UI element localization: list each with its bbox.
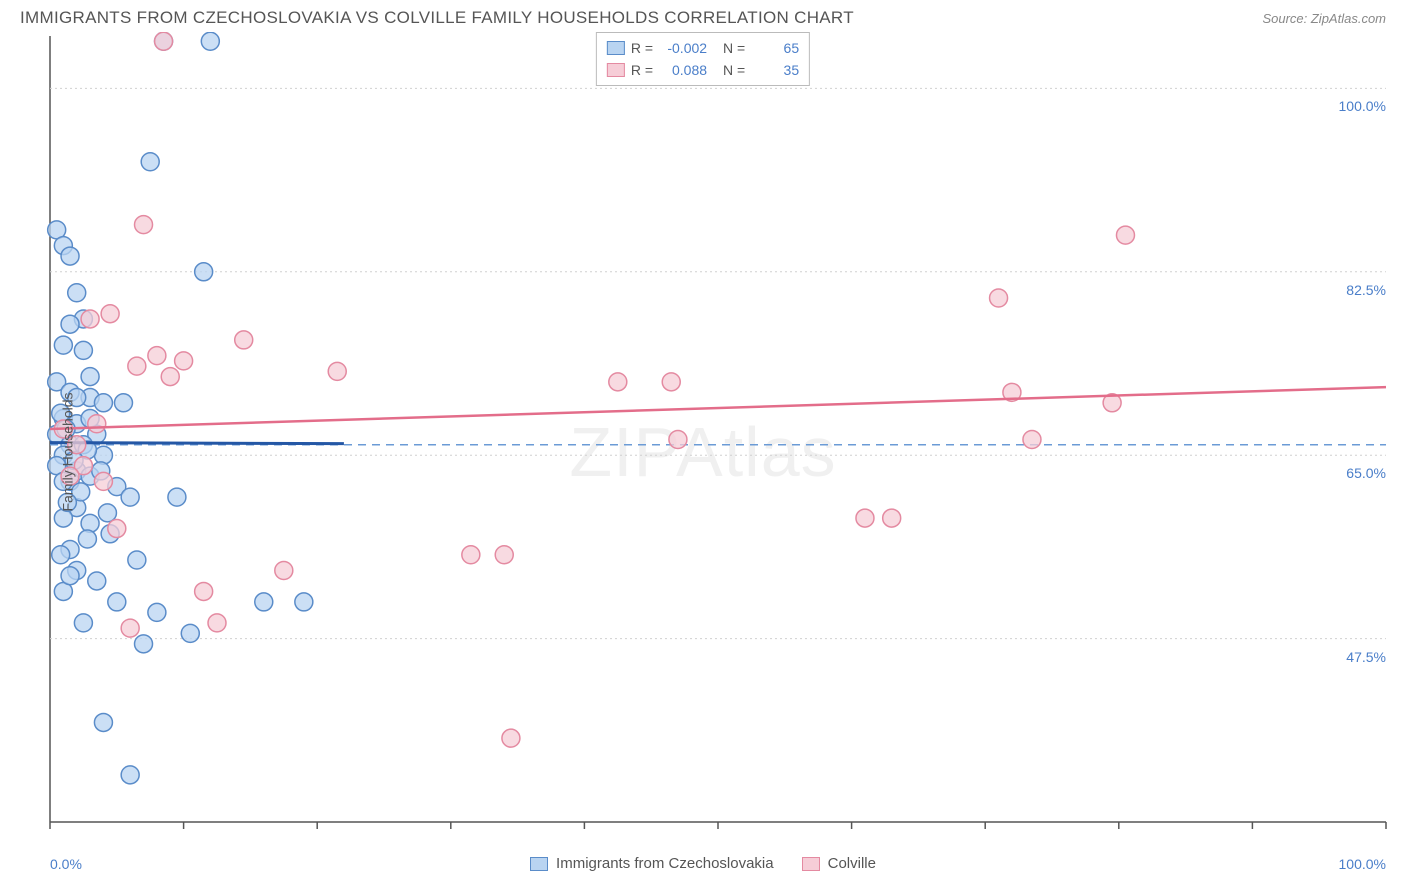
n-value-b: 35 [751,59,799,81]
y-tick-label: 82.5% [1346,282,1386,298]
legend-label-b: Colville [828,855,876,872]
y-tick-label: 47.5% [1346,649,1386,665]
legend-correlation: R = -0.002 N = 65 R = 0.088 N = 35 [596,32,810,86]
scatter-chart [0,32,1406,872]
n-label: N = [723,59,745,81]
r-label: R = [631,59,653,81]
y-tick-label: 65.0% [1346,465,1386,481]
legend-row-series-b: R = 0.088 N = 35 [607,59,799,81]
r-value-b: 0.088 [659,59,707,81]
legend-row-series-a: R = -0.002 N = 65 [607,37,799,59]
swatch-b-icon [802,857,820,871]
y-axis-label: Family Households [60,392,76,511]
source-label: Source: ZipAtlas.com [1262,11,1386,26]
r-value-a: -0.002 [659,37,707,59]
legend-item-a: Immigrants from Czechoslovakia [530,855,774,872]
legend-label-a: Immigrants from Czechoslovakia [556,855,774,872]
swatch-series-b [607,63,625,77]
chart-title: IMMIGRANTS FROM CZECHOSLOVAKIA VS COLVIL… [20,8,854,28]
swatch-a-icon [530,857,548,871]
r-label: R = [631,37,653,59]
y-tick-label: 100.0% [1339,98,1386,114]
chart-area: ZIPAtlas Family Households R = -0.002 N … [0,32,1406,872]
n-value-a: 65 [751,37,799,59]
legend-series: Immigrants from Czechoslovakia Colville [0,855,1406,872]
swatch-series-a [607,41,625,55]
n-label: N = [723,37,745,59]
legend-item-b: Colville [802,855,876,872]
